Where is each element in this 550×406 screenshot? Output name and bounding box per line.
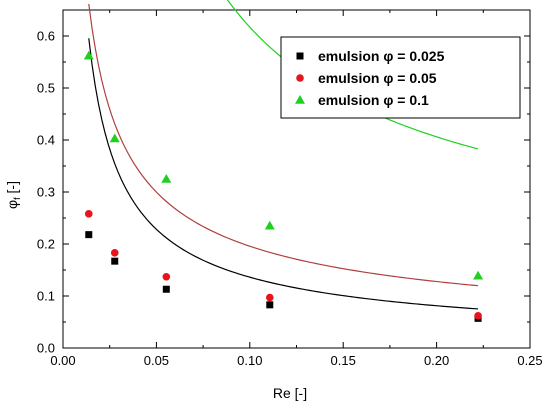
x-axis-title: Re [-]: [273, 385, 307, 401]
series-3-point: [109, 133, 120, 143]
series-1-point: [111, 257, 119, 265]
fit-line-1: [88, 38, 479, 310]
legend-label-2: emulsion φ = 0.05: [318, 70, 437, 86]
x-tick-label: 0.00: [50, 353, 75, 368]
series-1-point: [162, 285, 170, 293]
y-tick-label: 0.6: [37, 29, 55, 44]
fit-line-2: [88, 3, 479, 287]
series-2-point: [110, 249, 119, 257]
series-2-point: [474, 311, 482, 320]
legend: emulsion φ = 0.025 emulsion φ = 0.05 emuls…: [280, 36, 521, 119]
series-3-point: [473, 270, 484, 280]
series-2-point: [162, 272, 171, 281]
y-axis-title-main: φ: [4, 200, 20, 209]
x-tick-label: 0.05: [144, 353, 169, 368]
x-tick-label: 0.20: [424, 353, 449, 368]
series-2-point: [265, 293, 274, 302]
series-1-point: [85, 231, 93, 239]
y-tick-label: 0.0: [37, 341, 55, 356]
y-tick-label: 0.4: [37, 133, 55, 148]
axis-ticks: [62, 10, 531, 349]
legend-marker-2: [296, 74, 304, 82]
y-axis-title: φf [-]: [4, 181, 22, 209]
series-3-point: [83, 50, 94, 60]
x-tick-label: 0.10: [237, 353, 262, 368]
series-2-point: [84, 210, 93, 218]
y-axis-title-tail: [-]: [4, 181, 20, 197]
legend-marker-3: [295, 95, 305, 104]
legend-label-3: emulsion φ = 0.1: [318, 92, 429, 108]
y-tick-label: 0.5: [37, 81, 55, 96]
tick-labels: 0.00 0.05 0.10 0.15 0.20 0.25 0.0 0.1 0.2 0.3 0.4 0…: [37, 29, 543, 369]
y-tick-label: 0.2: [37, 237, 55, 252]
series-1-point: [266, 301, 274, 309]
legend-label-1: emulsion φ = 0.025: [318, 48, 445, 64]
y-tick-label: 0.3: [37, 185, 55, 200]
legend-box: [280, 36, 521, 119]
series-3-point: [264, 220, 275, 230]
legend-marker-1: [296, 52, 304, 60]
x-tick-label: 0.15: [331, 353, 356, 368]
series-3-point: [161, 174, 172, 183]
data-points: [83, 50, 484, 322]
x-tick-label: 0.25: [517, 353, 542, 368]
y-tick-label: 0.1: [37, 289, 55, 304]
y-axis-title-sub: f: [12, 197, 22, 200]
